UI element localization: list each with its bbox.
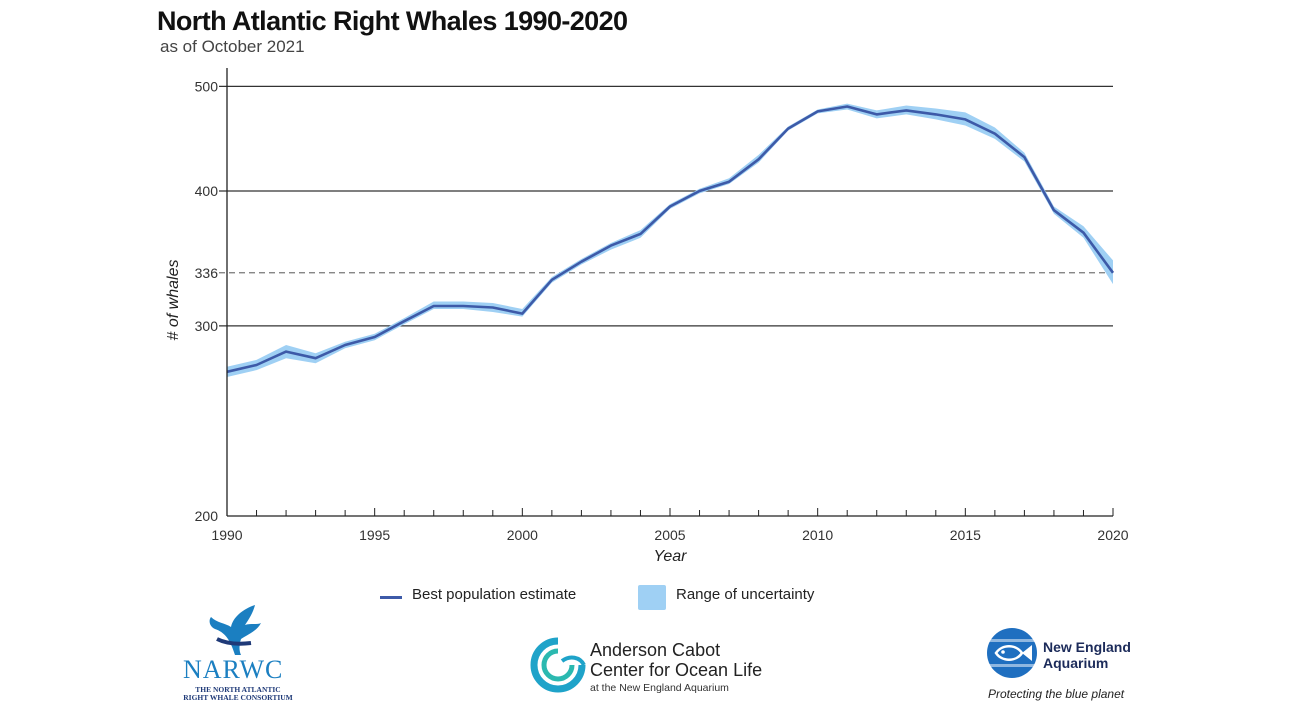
y-tick-label-500: 500 (195, 78, 219, 94)
acc-logo-line2: Center for Ocean Life (590, 660, 763, 680)
x-tick-label-1995: 1995 (359, 527, 390, 543)
axis-layer: 200 300 336 400 500 1990 1995 2000 2005 2010 2015 2… (195, 68, 1129, 543)
series-line-best-estimate (226, 105, 1115, 374)
x-tick-label-2015: 2015 (950, 527, 981, 543)
acc-logo-name: Anderson Cabot Center for Ocean Life (590, 640, 762, 680)
legend-estimate-swatch (380, 596, 402, 599)
x-axis-title: Year (654, 548, 688, 565)
acc-logo-subtitle: at the New England Aquarium (590, 682, 729, 694)
acc-logo-line1: Anderson Cabot (590, 640, 721, 660)
y-tick-label-336: 336 (195, 265, 219, 281)
fish-icon (987, 628, 1037, 678)
narwc-logo-tagline: THE NORTH ATLANTIC RIGHT WHALE CONSORTIU… (183, 685, 293, 702)
uncertainty-band (227, 103, 1113, 377)
legend-uncertainty-label: Range of uncertainty (676, 586, 815, 603)
wave-icon (530, 637, 586, 693)
chart-title: North Atlantic Right Whales 1990-2020 (157, 6, 628, 36)
legend-uncertainty-swatch (638, 585, 666, 610)
nea-logo-line1: New England (1043, 639, 1131, 655)
x-tick-label-2020: 2020 (1097, 527, 1128, 543)
nea-logo-line2: Aquarium (1043, 655, 1109, 671)
y-tick-label-200: 200 (195, 508, 219, 524)
legend-estimate-label: Best population estimate (412, 586, 577, 603)
line-layer (226, 105, 1115, 374)
nea-logo-name: New England Aquarium (1043, 639, 1131, 671)
x-tick-label-2005: 2005 (654, 527, 685, 543)
nea-logo-tagline: Protecting the blue planet (988, 687, 1125, 701)
band-layer (227, 103, 1113, 377)
y-tick-label-400: 400 (195, 183, 219, 199)
x-tick-label-2010: 2010 (802, 527, 833, 543)
x-tick-label-2000: 2000 (507, 527, 538, 543)
narwc-logo-name: NARWC (183, 655, 284, 684)
chart-subtitle: as of October 2021 (160, 37, 305, 56)
whale-tail-icon (209, 605, 261, 655)
y-axis-title: # of whales (165, 260, 182, 341)
x-tick-label-1990: 1990 (211, 527, 242, 543)
y-tick-label-300: 300 (195, 318, 219, 334)
grid-layer (219, 85, 1113, 327)
